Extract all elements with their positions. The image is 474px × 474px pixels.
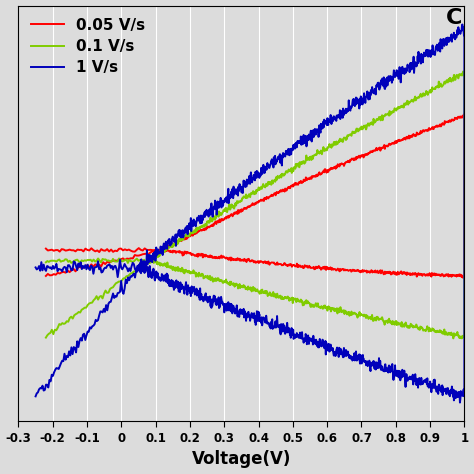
0.1 V/s xyxy=(444,329,449,335)
Line: 1 V/s: 1 V/s xyxy=(36,25,465,402)
1 V/s xyxy=(33,393,38,399)
0.05 V/s xyxy=(43,246,49,251)
1 V/s xyxy=(457,400,463,405)
X-axis label: Voltage(V): Voltage(V) xyxy=(191,450,291,468)
1 V/s xyxy=(33,264,38,270)
0.05 V/s xyxy=(461,111,467,117)
Legend: 0.05 V/s, 0.1 V/s, 1 V/s: 0.05 V/s, 0.1 V/s, 1 V/s xyxy=(26,13,150,80)
0.05 V/s xyxy=(444,272,449,277)
0.05 V/s xyxy=(417,131,423,137)
1 V/s xyxy=(399,67,404,73)
0.05 V/s xyxy=(43,273,49,279)
0.1 V/s xyxy=(43,335,49,340)
0.1 V/s xyxy=(435,83,441,89)
0.1 V/s xyxy=(43,259,49,265)
1 V/s xyxy=(459,22,465,27)
0.05 V/s xyxy=(352,155,358,161)
1 V/s xyxy=(371,89,376,94)
0.1 V/s xyxy=(461,69,466,74)
1 V/s xyxy=(141,262,146,268)
1 V/s xyxy=(328,346,334,352)
1 V/s xyxy=(254,168,260,174)
0.05 V/s xyxy=(429,273,435,278)
0.05 V/s xyxy=(239,209,245,214)
1 V/s xyxy=(395,69,401,74)
Text: C: C xyxy=(446,8,462,27)
0.1 V/s xyxy=(281,173,287,179)
0.1 V/s xyxy=(459,336,465,341)
0.05 V/s xyxy=(215,218,221,224)
0.05 V/s xyxy=(460,275,466,281)
0.1 V/s xyxy=(242,283,248,289)
0.1 V/s xyxy=(72,312,77,318)
Line: 0.1 V/s: 0.1 V/s xyxy=(46,72,465,338)
Line: 0.05 V/s: 0.05 V/s xyxy=(46,114,465,278)
0.1 V/s xyxy=(353,130,358,136)
